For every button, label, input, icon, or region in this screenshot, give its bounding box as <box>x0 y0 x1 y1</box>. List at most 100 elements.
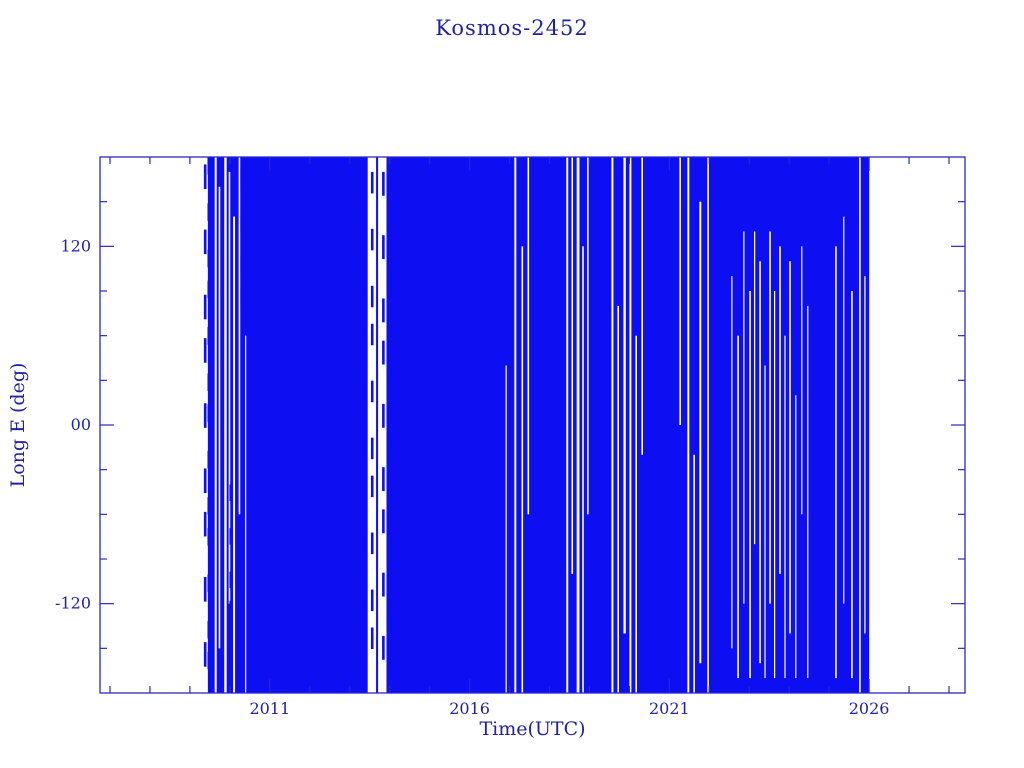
dotted-track-segment <box>370 323 374 346</box>
dotted-track-segment <box>203 403 207 428</box>
dotted-track-segment <box>203 511 207 537</box>
coverage-gap <box>859 157 861 693</box>
coverage-gap <box>214 157 217 693</box>
coverage-gap <box>749 291 751 679</box>
dotted-track-segment <box>370 589 374 612</box>
coverage-gap <box>795 395 797 679</box>
dotted-track-segment <box>370 171 374 194</box>
coverage-gap <box>611 157 614 693</box>
coverage-gap <box>571 157 574 574</box>
coverage-gap <box>743 231 745 604</box>
dotted-track-segment <box>229 571 233 589</box>
coverage-gap <box>245 335 247 693</box>
coverage-gap <box>789 261 791 634</box>
dotted-track-segment <box>207 620 211 639</box>
dotted-track-segment <box>382 403 385 428</box>
dotted-track-segment <box>207 373 211 391</box>
coverage-gap <box>731 276 733 649</box>
y-tick-label: 120 <box>60 236 91 255</box>
dotted-track-segment <box>240 171 244 189</box>
coverage-gap <box>228 171 231 604</box>
coverage-gap <box>635 335 637 693</box>
coverage-gap <box>224 157 227 693</box>
x-tick-label: 2011 <box>249 699 290 718</box>
coverage-gap <box>779 246 781 574</box>
coverage-gap <box>233 216 236 694</box>
data-coverage-block <box>207 157 870 693</box>
dotted-track-segment <box>382 340 385 365</box>
coverage-gap <box>835 246 837 679</box>
dotted-track-segment <box>203 338 207 363</box>
dotted-track-segment <box>207 574 211 592</box>
chart-title: Kosmos-2452 <box>435 16 589 40</box>
dotted-track-segment <box>207 651 211 670</box>
dotted-track-segment <box>207 450 211 469</box>
dotted-track-segment <box>240 258 244 276</box>
dotted-track-segment <box>207 404 211 422</box>
dotted-track-segment <box>382 171 385 196</box>
dotted-track-segment <box>229 600 233 618</box>
dotted-track-segment <box>370 475 374 498</box>
coverage-gap <box>737 335 739 679</box>
dotted-track-segment <box>207 497 211 515</box>
dotted-track-segment <box>370 228 374 251</box>
dotted-track-segment <box>207 203 211 221</box>
dotted-track-segment <box>203 294 207 320</box>
x-tick-label: 2021 <box>649 699 690 718</box>
coverage-gap <box>754 231 756 545</box>
dotted-track-segment <box>240 331 244 349</box>
coverage-gap <box>629 157 632 693</box>
x-tick-label: 2026 <box>849 699 890 718</box>
coverage-gap <box>505 365 507 693</box>
y-tick-label: 00 <box>71 415 91 434</box>
dotted-track-segment <box>229 528 233 545</box>
coverage-gap <box>759 261 761 664</box>
dotted-track-segment <box>382 235 385 260</box>
coverage-gap <box>582 246 584 694</box>
coverage-gap <box>527 157 530 515</box>
dotted-track-segment <box>203 468 207 494</box>
dotted-track-segment <box>203 576 207 602</box>
coverage-gap <box>784 335 786 679</box>
coverage-gap <box>769 231 771 604</box>
coverage-gap <box>576 157 580 693</box>
x-axis-title: Time(UTC) <box>479 718 586 740</box>
coverage-gap <box>851 291 853 679</box>
coverage-gap <box>566 157 569 693</box>
coverage-gap <box>617 305 619 693</box>
coverage-gap <box>587 157 589 515</box>
coverage-gap <box>238 157 241 515</box>
dotted-track-segment <box>240 215 244 232</box>
coverage-gap <box>801 246 803 515</box>
dotted-track-segment <box>370 380 374 403</box>
coverage-gap <box>679 157 681 425</box>
coverage-gap <box>764 365 766 679</box>
dotted-track-segment <box>370 437 374 460</box>
x-tick-label: 2016 <box>449 699 490 718</box>
coverage-gap <box>521 246 524 694</box>
dotted-track-segment <box>207 157 211 175</box>
dotted-track-segment <box>203 642 207 667</box>
dotted-track-segment <box>382 635 385 660</box>
dotted-track-segment <box>203 229 207 255</box>
coverage-gap <box>707 157 709 693</box>
dotted-track-segment <box>240 288 244 305</box>
dotted-track-segment <box>370 627 374 650</box>
y-tick-label: -120 <box>55 594 91 613</box>
dotted-track-segment <box>382 467 385 492</box>
coverage-gap <box>693 454 695 693</box>
coverage-gap <box>514 157 517 693</box>
coverage-gap <box>699 201 702 664</box>
dotted-track-segment <box>370 532 374 555</box>
dotted-track-segment <box>207 528 211 546</box>
dotted-track-segment <box>382 298 385 323</box>
dotted-track-segment <box>207 327 211 345</box>
dotted-track-segment <box>207 249 211 268</box>
dotted-track-segment <box>229 644 233 661</box>
coverage-gap <box>218 186 221 649</box>
dotted-track-segment <box>207 280 211 299</box>
dotted-track-segment <box>382 509 385 534</box>
coverage-gap <box>864 276 866 634</box>
